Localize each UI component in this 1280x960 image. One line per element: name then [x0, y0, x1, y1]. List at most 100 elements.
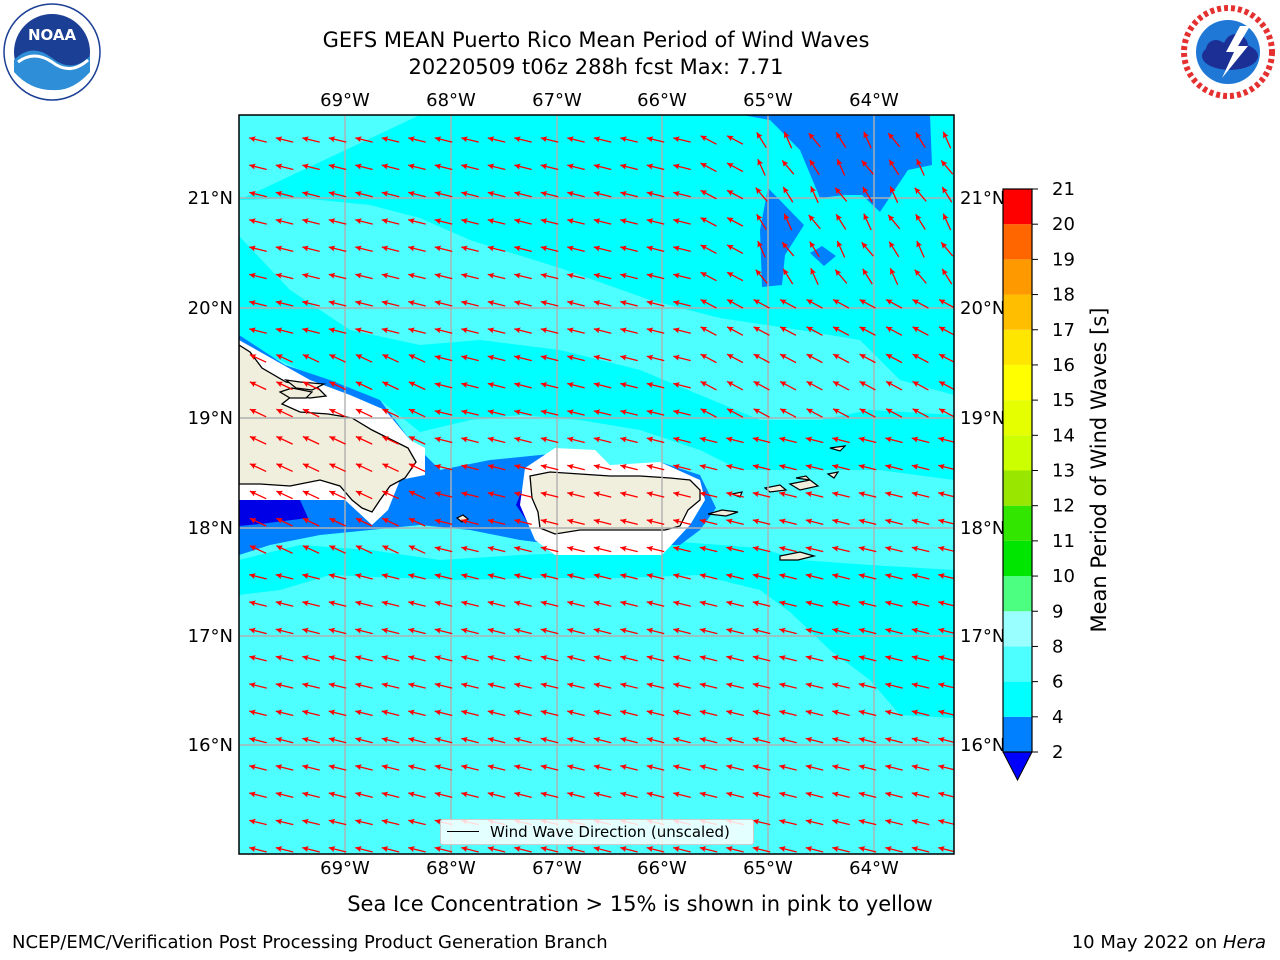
wind-direction-arrow-icon	[805, 545, 824, 553]
wind-direction-arrow-icon	[938, 436, 954, 444]
wind-direction-arrow-icon	[859, 380, 876, 391]
wind-direction-arrow-icon	[646, 573, 665, 580]
wind-direction-arrow-icon	[567, 272, 585, 280]
wind-direction-arrow-icon	[567, 573, 585, 580]
wind-direction-arrow-icon	[249, 818, 267, 826]
wind-direction-arrow-icon	[540, 327, 559, 334]
wind-direction-arrow-icon	[646, 327, 665, 334]
wind-direction-arrow-icon	[249, 791, 267, 799]
wind-direction-arrow-icon	[779, 518, 797, 526]
wind-direction-arrow-icon	[540, 573, 559, 580]
wind-direction-arrow-icon	[673, 327, 691, 334]
wind-direction-arrow-icon	[355, 736, 373, 744]
wind-direction-arrow-icon	[779, 655, 797, 662]
wind-direction-arrow-icon	[620, 327, 638, 334]
wind-direction-arrow-icon	[938, 545, 954, 553]
wind-direction-arrow-icon	[355, 627, 373, 635]
wind-direction-arrow-icon	[620, 382, 638, 389]
wind-direction-arrow-icon	[275, 846, 294, 853]
lon-label-bottom: 69°W	[320, 858, 370, 879]
wind-direction-arrow-icon	[275, 300, 294, 307]
wind-direction-arrow-icon	[620, 545, 638, 553]
wind-direction-arrow-icon	[832, 491, 850, 498]
wind-direction-arrow-icon	[249, 545, 267, 554]
wind-direction-arrow-icon	[249, 627, 267, 635]
graticule	[239, 115, 954, 854]
wind-direction-arrow-icon	[249, 408, 267, 418]
wind-direction-arrow-icon	[912, 408, 929, 418]
wind-direction-arrow-icon	[805, 709, 824, 717]
wind-direction-arrow-icon	[381, 218, 400, 225]
colorbar-segment	[1003, 294, 1032, 330]
wind-direction-arrow-icon	[593, 190, 612, 198]
wind-direction-arrow-icon	[938, 353, 954, 364]
wind-direction-arrow-icon	[832, 463, 850, 471]
wind-direction-arrow-icon	[408, 245, 426, 253]
lat-label-right: 18°N	[960, 518, 1005, 539]
wind-direction-arrow-icon	[832, 518, 850, 526]
wind-direction-arrow-icon	[832, 791, 850, 799]
wind-direction-arrow-icon	[646, 791, 665, 799]
wind-direction-arrow-icon	[646, 655, 665, 662]
wind-direction-arrow-icon	[752, 463, 771, 471]
wind-direction-arrow-icon	[540, 791, 559, 799]
wind-direction-arrow-icon	[938, 818, 954, 826]
wind-direction-arrow-icon	[620, 682, 638, 689]
wind-direction-arrow-icon	[699, 600, 718, 607]
wind-direction-arrow-icon	[275, 764, 294, 771]
wind-direction-arrow-icon	[302, 136, 320, 143]
wind-direction-arrow-icon	[593, 327, 612, 334]
wind-direction-arrow-icon	[861, 159, 874, 175]
wind-direction-arrow-icon	[487, 272, 506, 280]
wind-direction-arrow-icon	[514, 491, 532, 498]
wind-direction-arrow-icon	[783, 213, 793, 231]
wind-direction-arrow-icon	[249, 435, 267, 445]
lat-label-right: 16°N	[960, 735, 1005, 756]
wind-direction-arrow-icon	[276, 435, 293, 445]
wind-direction-arrow-icon	[779, 600, 797, 607]
wind-direction-arrow-icon	[885, 436, 903, 444]
wind-direction-arrow-icon	[434, 709, 453, 717]
wind-direction-arrow-icon	[620, 136, 638, 143]
wind-direction-arrow-icon	[885, 655, 903, 662]
wind-direction-arrow-icon	[328, 655, 347, 662]
wind-direction-arrow-icon	[914, 187, 927, 202]
wind-direction-arrow-icon	[540, 272, 559, 280]
wind-direction-arrow-icon	[888, 241, 900, 258]
colorbar-tick-label: 11	[1052, 531, 1075, 552]
wind-direction-arrow-icon	[487, 300, 506, 307]
colorbar-segment	[1003, 646, 1032, 682]
wind-direction-arrow-icon	[487, 136, 506, 143]
wind-direction-arrow-icon	[646, 163, 665, 171]
wind-direction-arrow-icon	[805, 463, 824, 471]
wind-direction-arrow-icon	[408, 791, 426, 799]
wind-direction-arrow-icon	[911, 791, 930, 799]
wind-direction-arrow-icon	[249, 381, 267, 391]
wind-direction-arrow-icon	[938, 518, 954, 526]
wind-direction-arrow-icon	[329, 490, 346, 500]
wind-direction-arrow-icon	[302, 517, 320, 527]
wind-direction-arrow-icon	[593, 573, 612, 580]
wind-direction-arrow-icon	[249, 136, 267, 143]
wind-direction-arrow-icon	[355, 381, 373, 391]
wind-direction-arrow-icon	[757, 240, 766, 258]
wind-direction-arrow-icon	[461, 163, 479, 171]
wind-direction-arrow-icon	[302, 190, 320, 198]
wind-direction-arrow-icon	[726, 736, 744, 744]
footer-date-text: 10 May 2022 on	[1071, 932, 1223, 953]
colorbar-tick-label: 9	[1052, 601, 1063, 622]
wind-direction-arrow-icon	[941, 268, 953, 285]
wind-direction-arrow-icon	[805, 573, 824, 580]
wind-direction-arrow-icon	[940, 241, 954, 257]
wind-direction-arrow-icon	[487, 518, 506, 526]
wind-direction-arrow-icon	[805, 791, 824, 799]
wind-direction-arrow-icon	[806, 353, 823, 364]
wind-direction-arrow-icon	[938, 299, 954, 309]
wind-direction-arrow-icon	[275, 245, 294, 253]
wind-direction-arrow-icon	[276, 408, 293, 418]
wind-direction-arrow-icon	[329, 408, 346, 418]
wind-direction-arrow-icon	[567, 190, 585, 198]
wind-direction-arrow-icon	[275, 136, 294, 143]
wind-direction-arrow-icon	[461, 846, 479, 853]
map-frame	[238, 114, 955, 855]
